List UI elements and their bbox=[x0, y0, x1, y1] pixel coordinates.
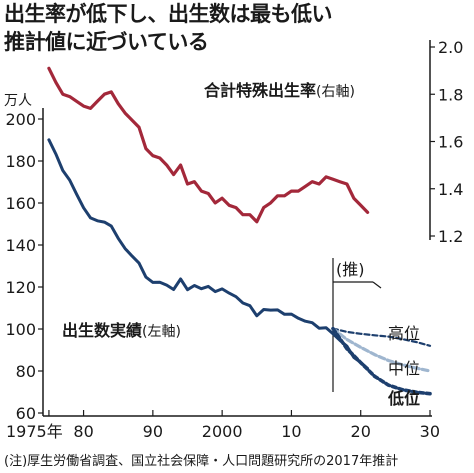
x-tick-label: 1975年 bbox=[6, 422, 63, 441]
x-tick-label: 90 bbox=[143, 422, 163, 441]
projection-label-high: 高位 bbox=[388, 324, 420, 343]
source-note: (注)厚生労働省調査、国立社会保障・人口問題研究所の2017年推計 bbox=[4, 454, 399, 469]
series-layer bbox=[47, 66, 432, 396]
headline-line-1: 出生率が低下し、出生数は最も低い bbox=[4, 2, 333, 26]
right-tick-label: 1.4 bbox=[438, 180, 463, 199]
right-tick-label: 2.0 bbox=[438, 38, 463, 57]
projection-line-high bbox=[331, 327, 432, 347]
x-tick-label: 80 bbox=[73, 422, 93, 441]
projection-line-low bbox=[331, 326, 432, 396]
right-axis: 2.0 1.8 1.6 1.4 1.2 bbox=[429, 38, 463, 246]
headline-line-2: 推計値に近づいている bbox=[4, 30, 209, 54]
left-tick-label: 60 bbox=[16, 404, 36, 423]
births-line bbox=[47, 138, 370, 370]
left-tick-label: 180 bbox=[5, 152, 36, 171]
x-tick-label: 2000 bbox=[202, 422, 243, 441]
projection-label-mid: 中位 bbox=[388, 359, 420, 378]
x-tick-label: 20 bbox=[351, 422, 371, 441]
projection-line-mid bbox=[331, 327, 432, 373]
x-tick-label: 30 bbox=[420, 422, 440, 441]
left-tick-label: 100 bbox=[5, 320, 36, 339]
right-tick-label: 1.8 bbox=[438, 85, 463, 104]
left-tick-label: 200 bbox=[5, 110, 36, 129]
x-axis: 1975年 80 90 2000 10 20 30 bbox=[6, 410, 440, 441]
fertility-rate-line bbox=[47, 66, 370, 224]
left-tick-label: 160 bbox=[5, 194, 36, 213]
x-tick-label: 10 bbox=[281, 422, 301, 441]
projection-arrow-head bbox=[372, 281, 382, 289]
left-axis-unit: 万人 bbox=[4, 93, 32, 109]
fertility-rate-axis-note: (右軸) bbox=[316, 84, 355, 100]
left-tick-label: 120 bbox=[5, 278, 36, 297]
projection-marker-label: (推) bbox=[336, 260, 365, 279]
births-label: 出生数実績(左軸) bbox=[62, 321, 181, 340]
right-tick-label: 1.2 bbox=[438, 227, 463, 246]
left-tick-label: 80 bbox=[16, 362, 36, 381]
births-axis-note: (左軸) bbox=[142, 324, 181, 340]
projection-label-low: 低位 bbox=[387, 389, 420, 408]
fertility-rate-label: 合計特殊出生率(右軸) bbox=[204, 81, 355, 100]
left-tick-label: 140 bbox=[5, 236, 36, 255]
right-tick-label: 1.6 bbox=[438, 133, 463, 152]
